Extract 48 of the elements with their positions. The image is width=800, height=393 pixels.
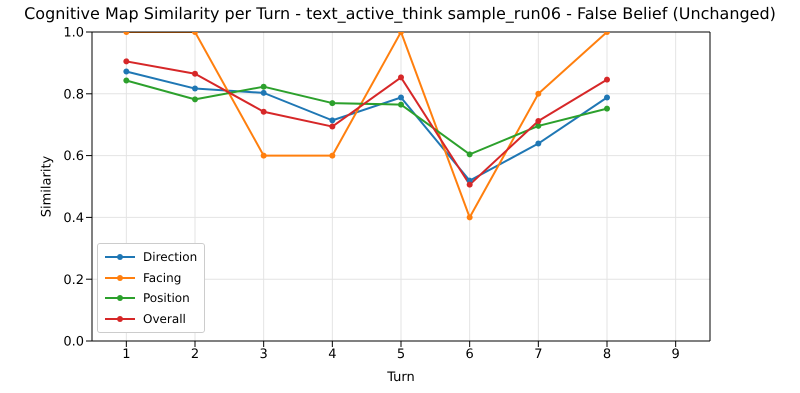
y-tick-label: 0.4: [63, 211, 84, 226]
y-tick-label: 0.0: [63, 334, 84, 350]
chart-title: Cognitive Map Similarity per Turn - text_active_think sample_run06 - False Belief (Unchanged): [23, 4, 777, 23]
x-tick-label: 7: [534, 347, 542, 362]
legend-label: Facing: [143, 270, 182, 285]
legend-label: Overall: [143, 312, 186, 326]
y-tick-label: 1.0: [63, 26, 84, 41]
point: [466, 151, 473, 158]
point: [123, 68, 130, 75]
x-axis-title: Turn: [386, 370, 415, 385]
x-tick-label: 3: [260, 347, 268, 362]
y-tick-label: 0.6: [63, 149, 84, 164]
y-axis-title: Similarity: [40, 155, 55, 218]
x-tick-label: 9: [672, 347, 680, 362]
point: [398, 102, 404, 108]
point: [329, 124, 336, 130]
x-tick-label: 6: [466, 347, 474, 362]
point: [398, 94, 404, 101]
point: [604, 106, 610, 112]
point: [329, 100, 336, 106]
point: [260, 84, 267, 90]
x-tick-label: 2: [190, 347, 200, 362]
point: [535, 90, 542, 97]
point: [192, 70, 198, 77]
point: [466, 214, 473, 220]
x-tick-label: 1: [122, 347, 130, 362]
point: [466, 182, 473, 188]
y-tick-label: 0.2: [63, 272, 84, 288]
x-tick-label: 5: [396, 347, 406, 362]
point: [398, 74, 404, 80]
y-tick-label: 0.8: [63, 87, 84, 102]
point: [123, 58, 130, 64]
x-tick-label: 8: [602, 347, 612, 362]
point: [535, 140, 542, 147]
point: [329, 152, 336, 159]
legend-label: Direction: [143, 250, 198, 264]
point: [535, 118, 542, 124]
point: [604, 76, 610, 83]
point: [604, 94, 610, 101]
point: [192, 86, 198, 92]
legend-label: Position: [143, 291, 190, 306]
x-tick-label: 4: [328, 347, 336, 362]
point: [192, 96, 198, 102]
point: [260, 152, 267, 159]
point: [260, 108, 267, 115]
point: [329, 117, 336, 124]
point: [260, 90, 267, 96]
point: [123, 78, 130, 84]
